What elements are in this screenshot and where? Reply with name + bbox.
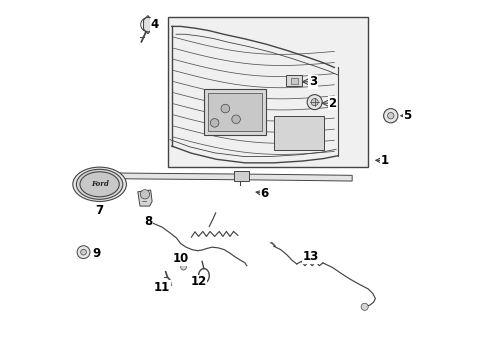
Text: 3: 3 <box>309 75 317 88</box>
Circle shape <box>388 112 394 119</box>
Circle shape <box>311 99 318 106</box>
Circle shape <box>140 190 149 199</box>
Ellipse shape <box>76 169 123 199</box>
Text: 2: 2 <box>328 97 337 110</box>
Circle shape <box>81 249 86 255</box>
Text: 4: 4 <box>151 18 159 31</box>
Bar <box>287 75 302 86</box>
Text: 1: 1 <box>380 154 389 167</box>
Bar <box>273 116 323 150</box>
Ellipse shape <box>80 172 119 197</box>
Text: 10: 10 <box>172 252 189 265</box>
Bar <box>208 93 262 131</box>
Text: 13: 13 <box>303 250 319 263</box>
Text: 6: 6 <box>261 187 269 200</box>
Circle shape <box>232 115 241 123</box>
Text: Ford: Ford <box>91 180 109 188</box>
Polygon shape <box>168 18 368 167</box>
Text: 7: 7 <box>96 204 104 217</box>
Text: 5: 5 <box>403 109 412 122</box>
Circle shape <box>384 109 398 123</box>
Ellipse shape <box>73 167 126 202</box>
Text: 9: 9 <box>93 247 101 260</box>
Circle shape <box>361 303 368 310</box>
Text: 8: 8 <box>145 215 153 228</box>
Circle shape <box>307 95 322 110</box>
Bar <box>204 89 267 135</box>
Circle shape <box>221 104 230 113</box>
Bar <box>234 171 249 181</box>
Bar <box>291 78 298 84</box>
Polygon shape <box>138 190 152 206</box>
Text: 12: 12 <box>191 275 207 288</box>
Polygon shape <box>144 15 152 33</box>
Circle shape <box>77 246 90 258</box>
Circle shape <box>210 118 219 127</box>
Circle shape <box>181 264 186 270</box>
Text: 11: 11 <box>154 281 170 294</box>
Polygon shape <box>109 173 352 181</box>
